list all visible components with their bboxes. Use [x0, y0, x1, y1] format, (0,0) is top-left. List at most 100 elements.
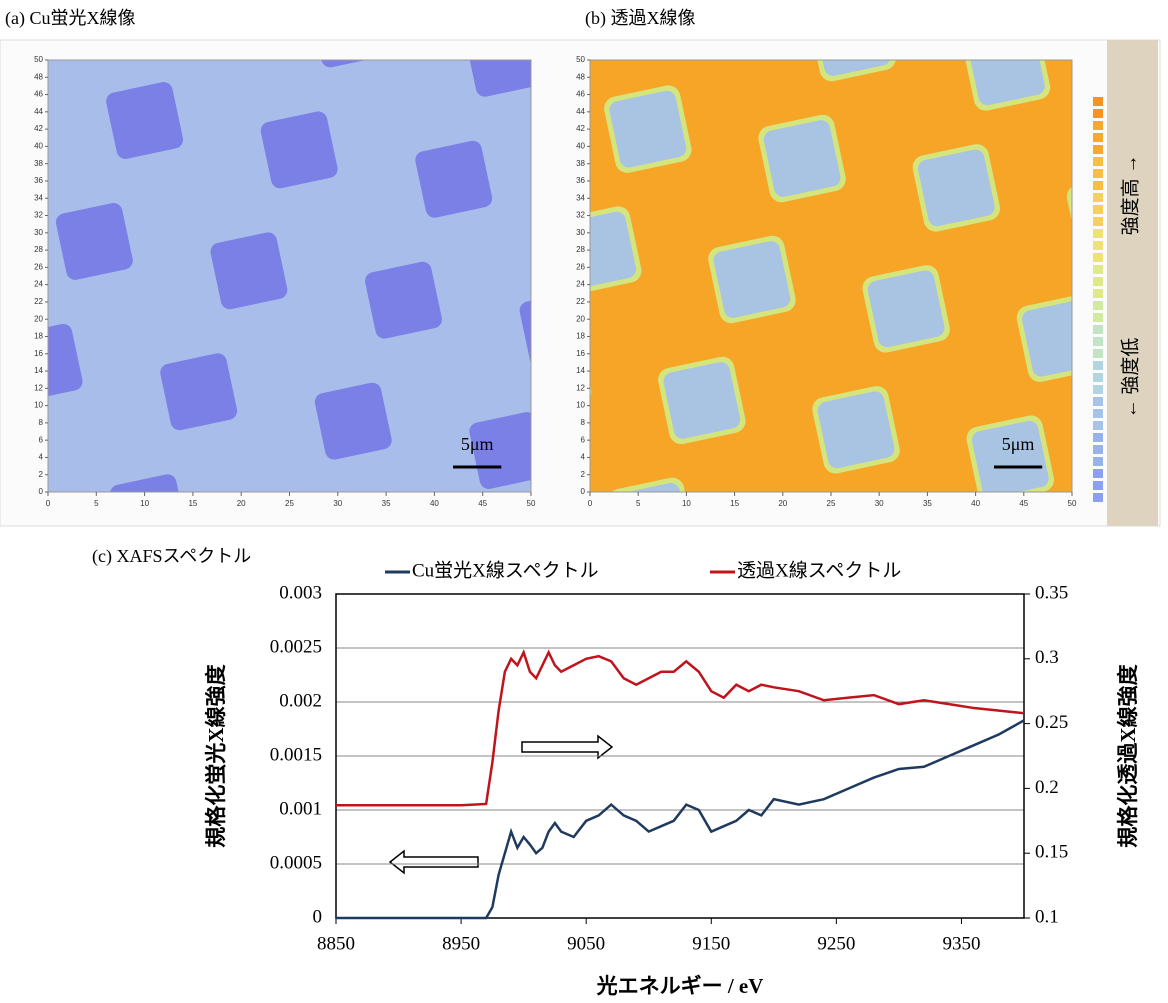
panel-title: (a) Cu蛍光X線像: [5, 8, 135, 29]
arrow-left: [390, 851, 478, 873]
series-line: [336, 720, 1024, 918]
y-tick-label: 0.001: [279, 798, 322, 819]
y-tick-label: 24: [576, 280, 585, 289]
legend-label: 透過X線スペクトル: [737, 559, 901, 581]
x-tick-label: 0: [588, 499, 593, 508]
colorbar-cell: [1093, 337, 1103, 346]
colorbar-cell: [1093, 325, 1103, 334]
y-tick-label: 18: [576, 332, 585, 341]
y-tick-label: 0: [581, 487, 586, 496]
colorbar-cell: [1093, 349, 1103, 358]
y-tick-label: 12: [34, 383, 43, 392]
colorbar-cell: [1093, 493, 1103, 502]
y-tick-label: 20: [34, 314, 43, 323]
colorbar-cell: [1093, 421, 1103, 430]
colorbar-cell: [1093, 313, 1103, 322]
y-tick-label: 0: [313, 906, 323, 927]
y-tick-label: 0.003: [279, 582, 322, 603]
colorbar-cell: [1093, 157, 1103, 166]
square: [816, 390, 896, 470]
y-tick-label: 16: [576, 349, 585, 358]
colorbar-cell: [1093, 97, 1103, 106]
colorbar-cell: [1093, 217, 1103, 226]
colorbar-cell: [1093, 241, 1103, 250]
square: [414, 139, 494, 219]
x-tick-label: 9150: [692, 933, 730, 954]
x-tick-label: 20: [237, 499, 246, 508]
panel-title: (b) 透過X線像: [585, 8, 696, 29]
y-tick-label: 22: [34, 297, 43, 306]
y-tick-label: 8: [39, 418, 44, 427]
y2-tick-label: 0.1: [1035, 906, 1059, 927]
y-tick-label: 44: [34, 107, 43, 116]
y-tick-label: 26: [34, 262, 43, 271]
colorbar-cell: [1093, 361, 1103, 370]
y-tick-label: 14: [576, 366, 585, 375]
x-tick-label: 40: [971, 499, 980, 508]
y-tick-label: 28: [34, 245, 43, 254]
y-tick-label: 36: [576, 176, 585, 185]
scale-bar-label: 5μm: [1002, 434, 1035, 454]
y-tick-label: 10: [576, 401, 585, 410]
y-tick-label: 34: [34, 193, 43, 202]
y-tick-label: 50: [576, 55, 585, 64]
legend-label: Cu蛍光X線スペクトル: [412, 559, 599, 581]
square: [812, 0, 892, 78]
y-tick-label: 4: [39, 453, 44, 462]
y-tick-label: 2: [581, 470, 586, 479]
x-tick-label: 15: [188, 499, 197, 508]
square: [608, 89, 688, 169]
y-tick-label: 46: [34, 90, 43, 99]
y-tick-label: 0.0015: [270, 744, 322, 765]
colorbar-cell: [1093, 373, 1103, 382]
y-tick-label: 26: [576, 262, 585, 271]
y-tick-label: 50: [34, 55, 43, 64]
y2-tick-label: 0.15: [1035, 842, 1068, 863]
colorbar-cell: [1093, 397, 1103, 406]
y2-tick-label: 0.35: [1035, 582, 1068, 603]
y2-tick-label: 0.25: [1035, 712, 1068, 733]
colorbar-cell: [1093, 133, 1103, 142]
y-tick-label: 36: [34, 176, 43, 185]
y-tick-label: 44: [576, 107, 585, 116]
square: [54, 201, 134, 281]
colorbar-label: ← 強度低: [1119, 338, 1141, 419]
y-tick-label: 48: [576, 72, 585, 81]
colorbar-cell: [1093, 205, 1103, 214]
y-tick-label: 40: [34, 142, 43, 151]
colorbar-cell: [1093, 229, 1103, 238]
x-tick-label: 45: [1019, 499, 1028, 508]
x-tick-label: 8950: [442, 933, 480, 954]
x-tick-label: 10: [682, 499, 691, 508]
colorbar-cell: [1093, 193, 1103, 202]
y-tick-label: 34: [576, 193, 585, 202]
colorbar-label: 強度高 →: [1119, 155, 1141, 236]
scale-bar-label: 5μm: [461, 434, 494, 454]
x-tick-label: 50: [1068, 499, 1077, 508]
x-tick-label: 30: [875, 499, 884, 508]
square: [966, 27, 1046, 107]
x-tick-label: 15: [730, 499, 739, 508]
colorbar-cell: [1093, 289, 1103, 298]
x-tick-label: 5: [94, 499, 99, 508]
y-tick-label: 6: [581, 435, 586, 444]
panel-title: (c) XAFSスペクトル: [92, 546, 251, 567]
square: [712, 239, 792, 319]
square: [259, 110, 339, 190]
y-tick-label: 38: [34, 159, 43, 168]
colorbar-cell: [1093, 145, 1103, 154]
square: [363, 260, 443, 340]
y-tick-label: 30: [34, 228, 43, 237]
y-tick-label: 10: [34, 401, 43, 410]
y-tick-label: 28: [576, 245, 585, 254]
y2-axis-label: 規格化透過X線強度: [1116, 664, 1140, 847]
y-tick-label: 0.0025: [270, 636, 322, 657]
square: [762, 118, 842, 198]
colorbar-cell: [1093, 445, 1103, 454]
colorbar-cell: [1093, 469, 1103, 478]
y-tick-label: 32: [34, 211, 43, 220]
y-tick-label: 8: [581, 418, 586, 427]
x-tick-label: 9250: [817, 933, 855, 954]
y-axis-label: 規格化蛍光X線強度: [204, 664, 228, 847]
arrow-right: [522, 736, 612, 758]
